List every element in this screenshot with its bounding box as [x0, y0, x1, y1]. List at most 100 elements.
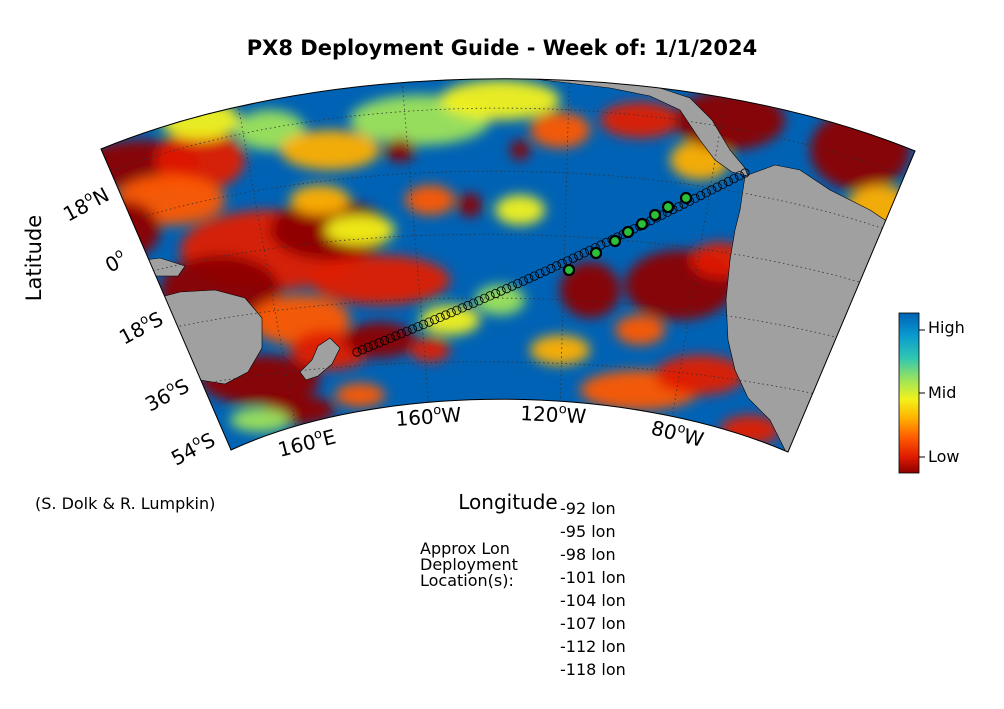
- track-point: [729, 174, 739, 184]
- track-point: [446, 308, 456, 318]
- track-point: [524, 273, 534, 284]
- track-point: [407, 324, 417, 334]
- y-axis-label: Latitude: [22, 214, 46, 302]
- track-point: [424, 317, 434, 327]
- lon-tick-80w: 80oW: [649, 415, 707, 452]
- deployment-marker: [679, 191, 693, 205]
- heat-blob: [600, 102, 680, 138]
- track-point: [441, 310, 451, 320]
- track-point: [413, 322, 423, 332]
- heat-blob: [325, 215, 395, 245]
- track-point: [513, 278, 523, 289]
- track-point: [380, 335, 390, 346]
- deployment-marker: [648, 208, 662, 222]
- track-point: [474, 296, 484, 306]
- track-point: [352, 347, 362, 357]
- track-point: [418, 319, 429, 329]
- lat-tick-36s: 36oS: [141, 373, 193, 417]
- lon-tick-120w: 120oW: [520, 400, 587, 428]
- track-point: [391, 331, 401, 341]
- track-point: [485, 291, 495, 301]
- track-point: [374, 338, 384, 348]
- heat-blob: [335, 383, 385, 407]
- track-point: [596, 240, 606, 250]
- heat-blob: [160, 100, 240, 140]
- track-point: [363, 342, 373, 352]
- track-point: [740, 168, 750, 178]
- track-point: [396, 329, 406, 339]
- track-point: [463, 300, 473, 311]
- heat-blob: [155, 130, 245, 190]
- track-point: [712, 182, 722, 192]
- heat-blob: [458, 193, 482, 217]
- approx-line-1: Approx Lon: [420, 539, 510, 558]
- heat-blob: [420, 305, 480, 335]
- track-point: [468, 298, 478, 308]
- colorbar-label-low: Low: [928, 447, 960, 466]
- track-point: [502, 283, 512, 294]
- track-point: [696, 191, 706, 201]
- heat-blob: [530, 335, 590, 365]
- colorbar-label-mid: Mid: [928, 383, 957, 402]
- heat-blob: [410, 338, 450, 362]
- graticule: [101, 78, 915, 451]
- lat-tick-54s: 54oS: [167, 427, 219, 471]
- track-point: [546, 263, 556, 274]
- track-point: [734, 171, 745, 181]
- deployment-marker: [661, 200, 675, 214]
- heat-blob: [510, 140, 530, 160]
- track-point: [673, 202, 684, 212]
- deployment-lon-item: -118 lon: [560, 660, 626, 679]
- deployment-marker: [608, 234, 622, 248]
- track-point: [707, 185, 717, 195]
- deployment-lon-item: -92 lon: [560, 499, 616, 518]
- track-point: [535, 268, 545, 279]
- track-point: [368, 340, 379, 350]
- track-point: [479, 293, 490, 303]
- colorbar: [898, 312, 920, 474]
- track-point: [718, 179, 728, 189]
- lat-tick-18s: 18oS: [115, 306, 167, 350]
- track-point: [551, 261, 562, 271]
- deployment-lon-item: -104 lon: [560, 591, 626, 610]
- approx-line-3: Location(s):: [420, 571, 514, 590]
- track-point: [452, 305, 462, 315]
- heat-blob: [615, 315, 665, 345]
- track-point: [723, 176, 734, 187]
- deployment-marker: [621, 225, 635, 239]
- track-point: [557, 258, 567, 268]
- heat-blob: [280, 130, 380, 170]
- heat-blob: [230, 408, 290, 432]
- credit-text: (S. Dolk & R. Lumpkin): [35, 494, 216, 513]
- heat-blob: [475, 285, 525, 315]
- map-frame: [100, 78, 916, 453]
- track-point: [490, 288, 501, 299]
- deployment-markers: [562, 191, 693, 277]
- heat-blob: [655, 355, 745, 395]
- track-point: [568, 253, 578, 263]
- deployment-marker: [635, 217, 649, 231]
- track-point: [507, 281, 517, 291]
- lat-tick-0: 0o: [101, 246, 131, 278]
- track-point: [385, 333, 395, 343]
- heat-blob: [810, 110, 910, 190]
- track-point: [529, 271, 540, 281]
- heat-blob: [530, 112, 590, 148]
- land-australia: [149, 289, 263, 385]
- deployment-lon-list: -92 lon -95 lon -98 lon -101 lon -104 lo…: [560, 498, 626, 682]
- track-point: [457, 303, 467, 313]
- track-point: [357, 345, 368, 355]
- deployment-marker: [589, 246, 603, 260]
- track-point: [496, 286, 506, 296]
- chart-title: PX8 Deployment Guide - Week of: 1/1/2024: [246, 36, 758, 60]
- deployment-marker: [562, 263, 576, 277]
- map-area: [101, 78, 915, 452]
- lon-tick-160w: 160oW: [395, 401, 463, 431]
- deployment-lon-item: -101 lon: [560, 568, 626, 587]
- heat-blob: [440, 80, 560, 120]
- deployment-lon-item: -107 lon: [560, 614, 626, 633]
- deployment-lon-item: -112 lon: [560, 637, 626, 656]
- track-point: [579, 248, 589, 258]
